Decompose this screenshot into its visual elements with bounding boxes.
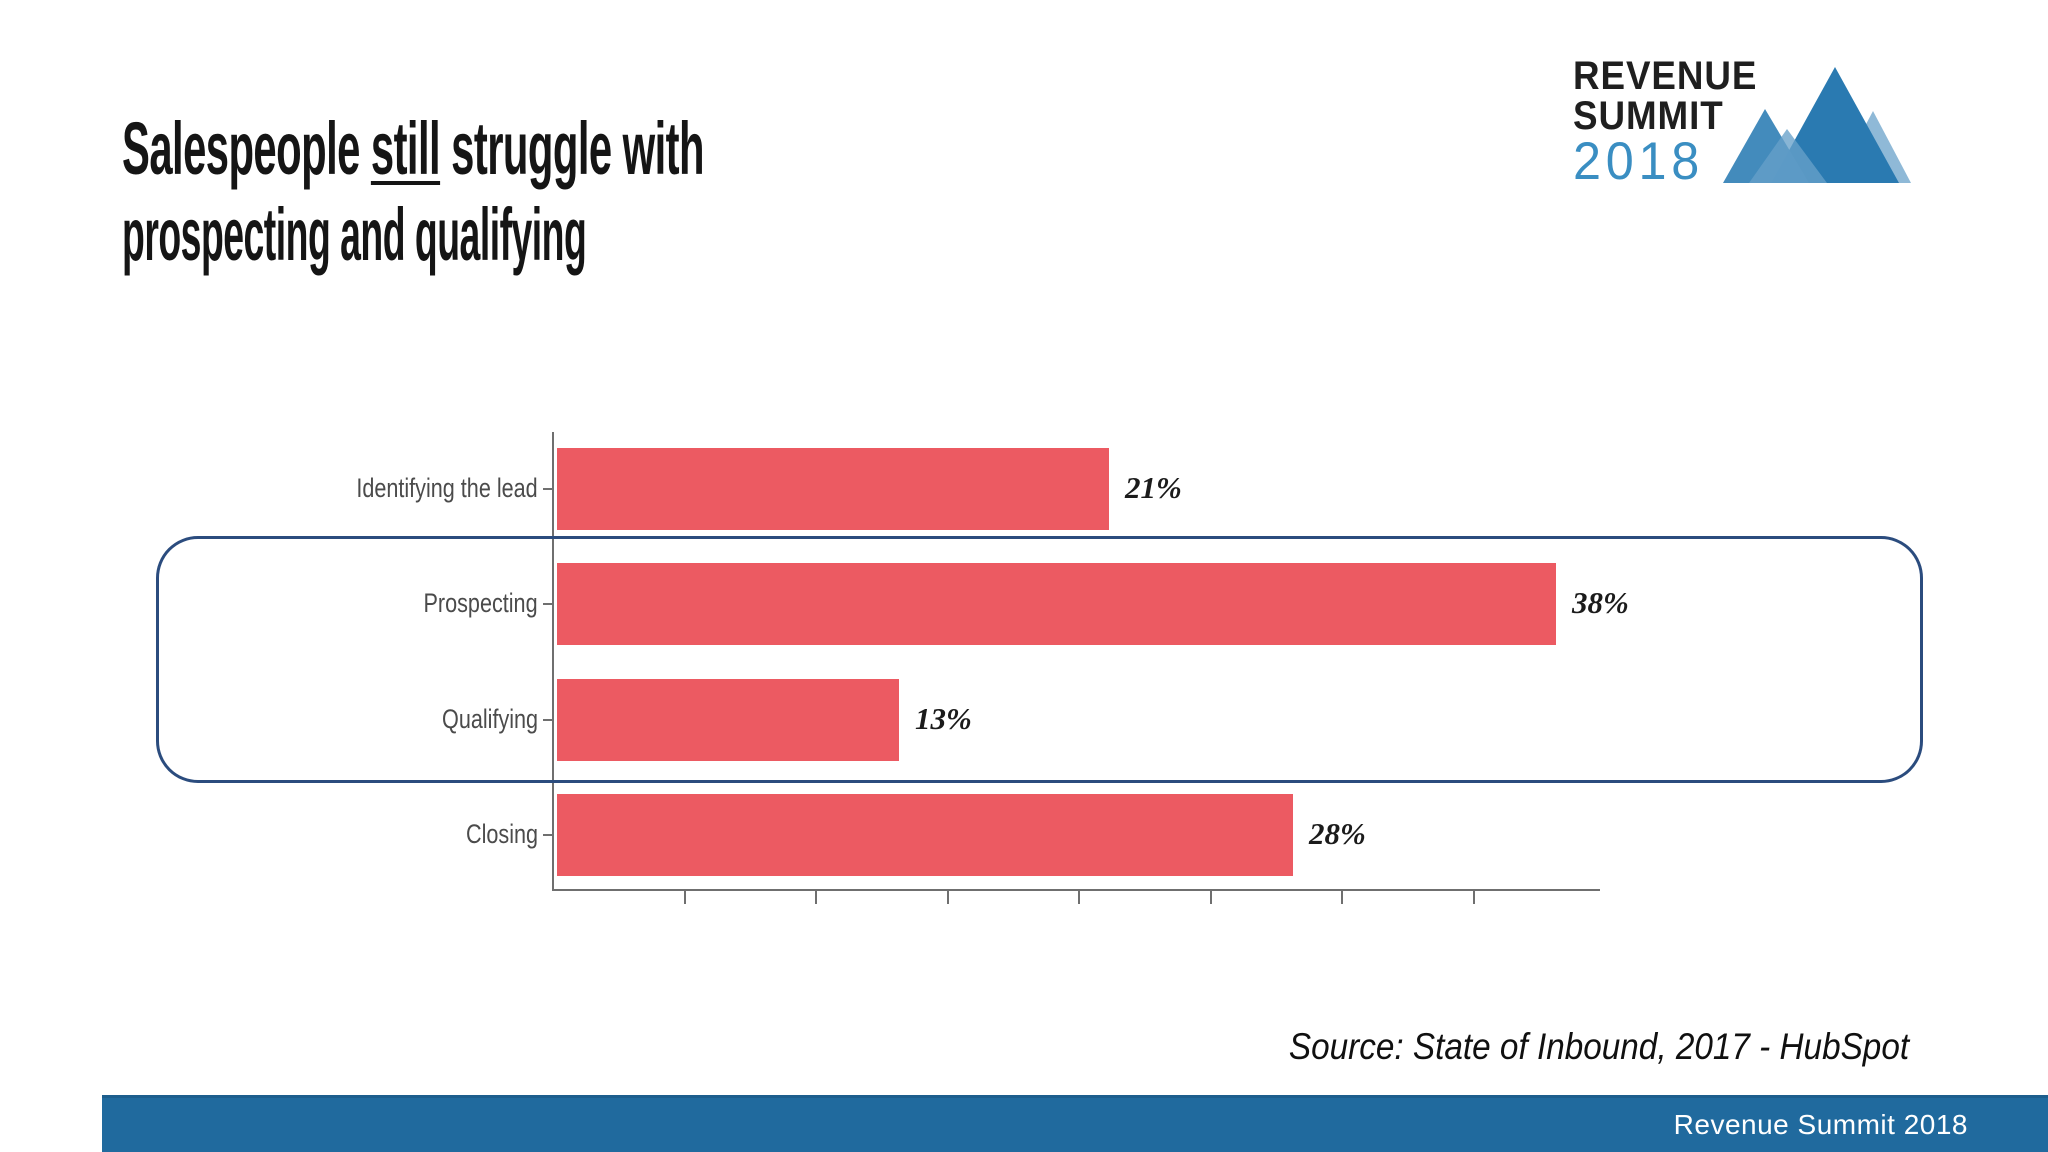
value-label: 13%	[915, 700, 972, 736]
slide-title: Salespeople still struggle with prospect…	[122, 106, 1152, 278]
value-label: 38%	[1572, 585, 1629, 621]
bar	[557, 794, 1293, 877]
value-label: 21%	[1125, 470, 1182, 505]
y-axis-line	[552, 432, 554, 890]
category-tick	[543, 834, 552, 837]
value-label: 28%	[1309, 816, 1366, 852]
x-axis-tick	[683, 891, 686, 904]
category-label: Identifying the lead	[0, 473, 538, 504]
category-label: Closing	[0, 819, 538, 850]
bar	[557, 678, 899, 761]
category-tick	[543, 718, 552, 721]
category-label-text: Qualifying	[441, 703, 538, 734]
slide-title-line1: Salespeople still struggle with	[122, 106, 705, 192]
category-label: Qualifying	[0, 704, 538, 735]
mountain-peaks-icon	[1723, 67, 1911, 183]
category-label-text: Prospecting	[423, 588, 538, 619]
title-post: struggle with	[440, 107, 704, 190]
footer-band: Revenue Summit 2018	[102, 1095, 2048, 1152]
x-axis-tick	[1472, 891, 1475, 904]
category-tick	[543, 603, 552, 606]
x-axis-tick	[946, 891, 949, 904]
x-axis-tick	[1209, 891, 1212, 904]
slide-title-line2: prospecting and qualifying	[122, 193, 587, 276]
x-axis-tick	[1341, 891, 1343, 904]
title-pre: Salespeople	[122, 107, 371, 190]
revenue-summit-logo: REVENUE SUMMIT 2018	[1573, 54, 1773, 191]
logo-word-revenue: REVENUE	[1573, 54, 1758, 98]
x-axis-tick	[815, 891, 817, 904]
category-tick	[543, 488, 552, 490]
footer-label: Revenue Summit 2018	[1673, 1109, 1968, 1140]
x-axis-tick	[1078, 891, 1080, 904]
highlight-outline	[156, 536, 1923, 783]
title-underlined-word: still	[370, 107, 441, 190]
category-label-text: Closing	[465, 819, 538, 850]
logo-year: 2018	[1573, 132, 1705, 191]
logo-word-summit: SUMMIT	[1573, 94, 1724, 138]
source-citation: Source: State of Inbound, 2017 - HubSpot	[1288, 1026, 1909, 1067]
category-label-text: Identifying the lead	[356, 473, 538, 503]
bar	[557, 563, 1556, 646]
bar	[557, 448, 1109, 530]
category-label: Prospecting	[0, 588, 538, 619]
x-axis-line	[552, 889, 1600, 891]
